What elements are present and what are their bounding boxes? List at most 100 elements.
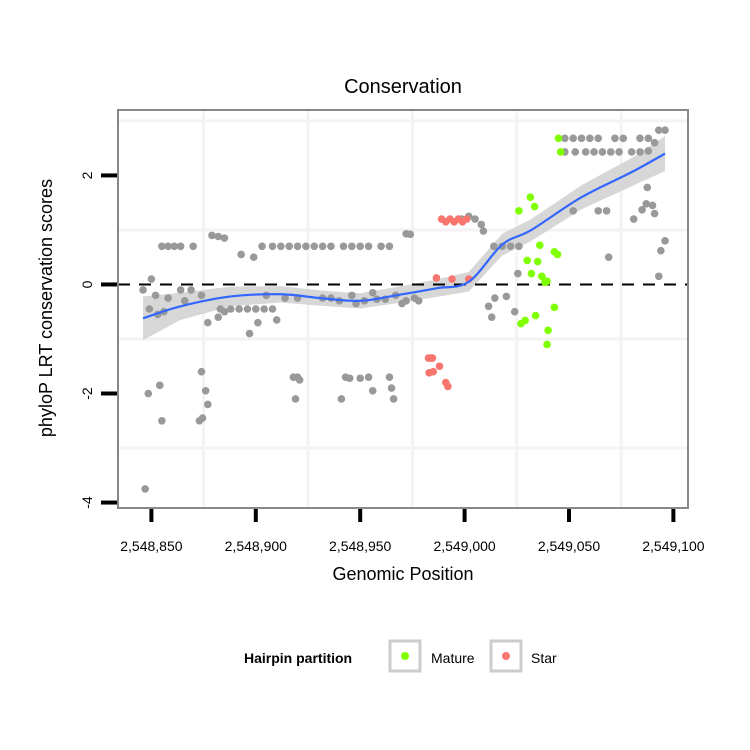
point-other (406, 230, 415, 239)
point-other (214, 313, 223, 321)
plot-panel-border (117, 109, 689, 509)
point-other (339, 242, 348, 251)
point-other (510, 307, 519, 316)
point-other (398, 299, 406, 308)
x-tick-label: 2,548,900 (225, 538, 287, 554)
point-other (650, 138, 659, 147)
point-other (327, 242, 335, 251)
point-other (302, 242, 310, 251)
point-mature (530, 202, 539, 211)
point-other (345, 374, 354, 383)
point-mature (521, 316, 529, 325)
point-other (203, 318, 212, 327)
point-other (385, 373, 394, 381)
x-axis: 2,548,850 2,548,900 2,548,950 2,549,000 2,54… (120, 509, 705, 554)
point-other (661, 126, 669, 134)
point-other (155, 381, 164, 390)
y-axis: -4 -2 0 2 (79, 171, 117, 509)
point-mature (556, 148, 565, 156)
point-other (235, 305, 243, 313)
point-other (642, 199, 651, 208)
legend: Hairpin partition Mature Star (244, 639, 557, 673)
point-other (657, 246, 665, 255)
point-other (147, 275, 156, 283)
point-other (377, 242, 385, 251)
point-mature (535, 241, 544, 250)
x-tick-label: 2,549,100 (642, 538, 704, 554)
smooth-line (142, 152, 666, 320)
point-other (214, 232, 223, 241)
point-other (569, 134, 577, 143)
point-other (484, 302, 493, 311)
point-other (571, 148, 580, 156)
x-tick-label: 2,548,850 (120, 538, 182, 554)
point-other (491, 294, 499, 302)
point-mature (553, 250, 562, 259)
point-other (220, 234, 229, 242)
point-other (644, 134, 653, 143)
point-star (429, 367, 438, 376)
point-other (139, 286, 147, 294)
point-other (318, 242, 327, 251)
point-other (258, 242, 266, 251)
point-other (602, 207, 611, 215)
point-other (337, 395, 346, 403)
point-other (650, 209, 659, 218)
point-other (387, 384, 396, 392)
point-mature (543, 340, 551, 349)
point-other (479, 227, 488, 235)
point-other (502, 292, 511, 301)
point-other (151, 291, 160, 300)
point-other (158, 242, 166, 251)
point-other (561, 134, 569, 143)
point-other (569, 207, 577, 215)
point-other (197, 367, 206, 376)
point-other (636, 148, 644, 156)
x-tick-label: 2,549,000 (433, 538, 495, 554)
point-mature (515, 207, 523, 215)
point-other (181, 297, 189, 305)
point-other (389, 395, 398, 403)
point-other (594, 134, 603, 143)
legend-title: Hairpin partition (244, 650, 352, 666)
point-other (577, 134, 586, 143)
point-star (432, 274, 441, 282)
point-mature (550, 303, 559, 312)
point-other (277, 242, 285, 251)
point-other (629, 215, 638, 223)
point-other (187, 286, 195, 294)
point-other (586, 134, 594, 143)
point-other (364, 373, 373, 381)
point-mature (543, 277, 551, 285)
x-tick-label: 2,549,050 (538, 538, 600, 554)
point-other (490, 242, 498, 251)
point-other (195, 416, 204, 425)
point-other (356, 374, 364, 383)
point-other (643, 183, 652, 192)
point-other (197, 291, 206, 300)
point-star (448, 275, 456, 283)
point-other (252, 305, 260, 313)
y-tick-label: 2 (79, 171, 95, 179)
point-other (310, 242, 319, 251)
point-other (514, 269, 522, 278)
data-points (139, 126, 669, 493)
point-mature (533, 257, 542, 266)
point-mature (538, 272, 546, 281)
y-tick-label: 0 (79, 280, 95, 288)
y-tick-label: -4 (79, 496, 95, 509)
point-other (644, 147, 653, 155)
point-star (462, 215, 471, 223)
point-other (581, 148, 590, 156)
point-other (243, 305, 252, 313)
point-other (638, 205, 646, 214)
point-other (226, 305, 235, 313)
point-other (348, 291, 356, 300)
x-tick-label: 2,548,950 (329, 538, 391, 554)
point-other (636, 134, 644, 143)
point-mature (554, 134, 563, 143)
point-other (170, 242, 179, 251)
point-other (285, 242, 294, 251)
point-other (144, 389, 153, 398)
point-other (590, 148, 598, 156)
